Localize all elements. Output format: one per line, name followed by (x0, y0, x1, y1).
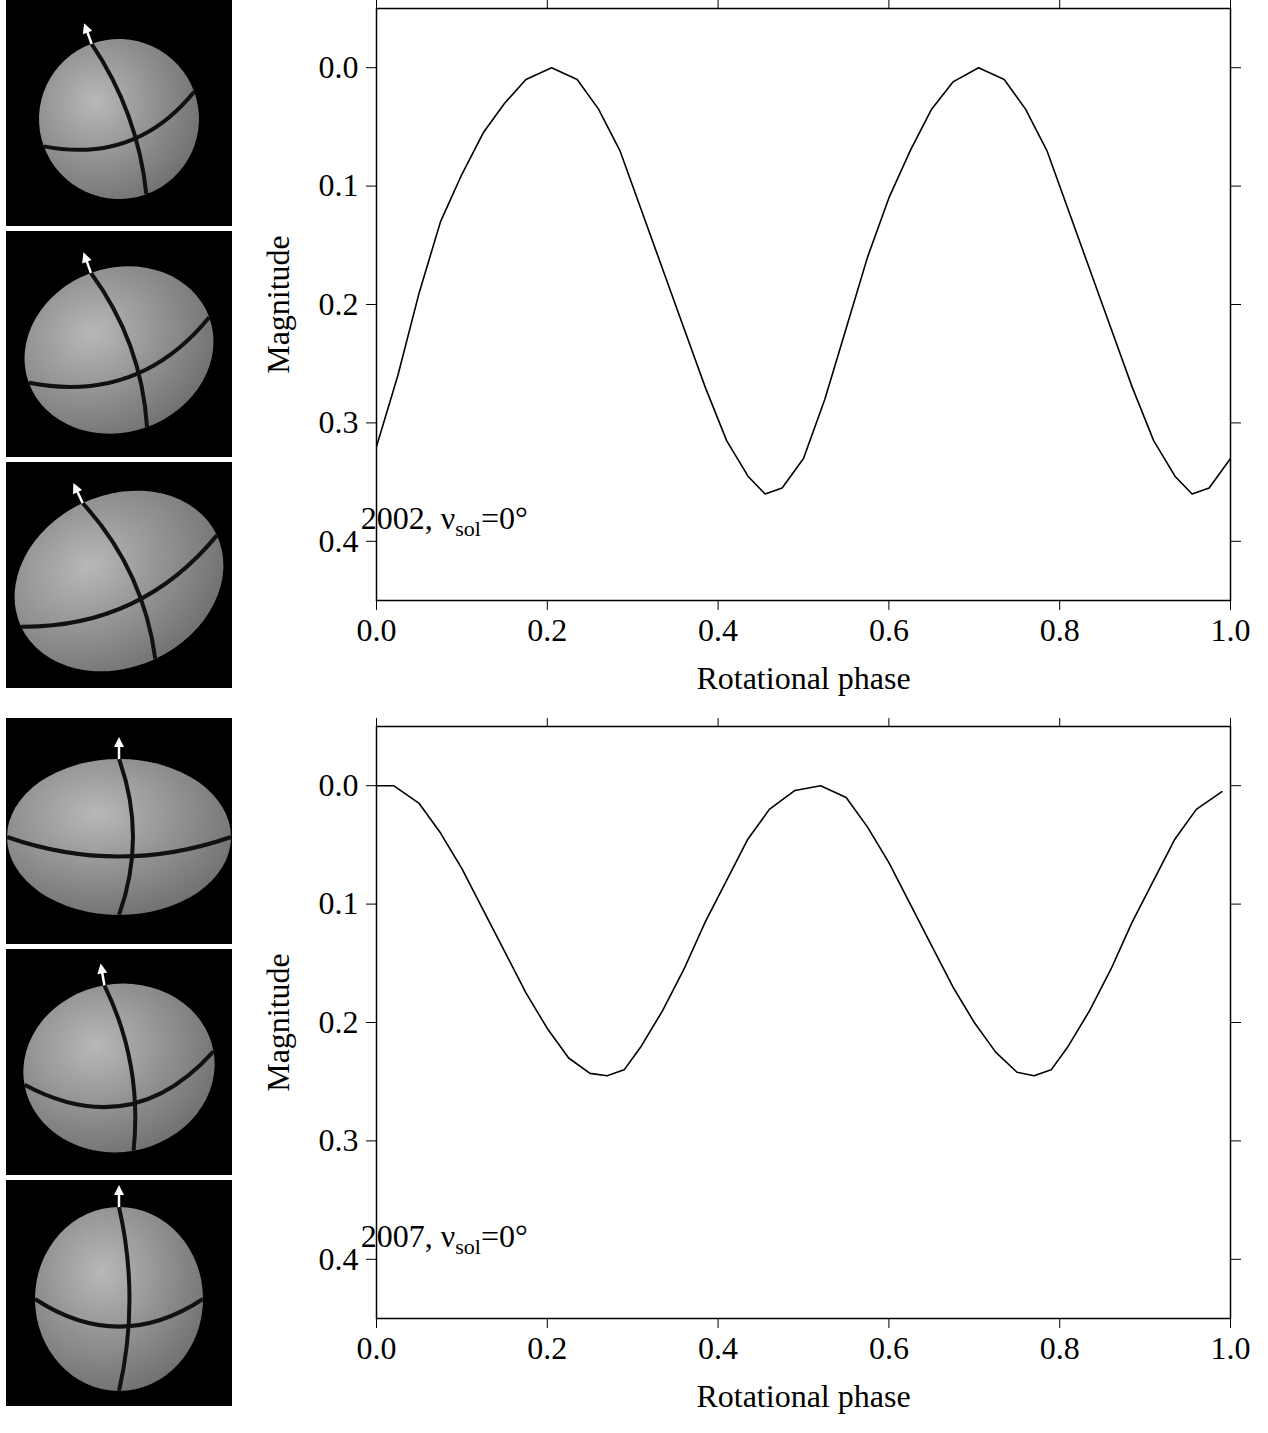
svg-text:0.1: 0.1 (319, 167, 359, 203)
svg-text:0.8: 0.8 (1040, 1330, 1080, 1366)
svg-text:0.6: 0.6 (869, 612, 909, 648)
svg-text:0.4: 0.4 (698, 1330, 738, 1366)
svg-text:0.4: 0.4 (698, 612, 738, 648)
svg-text:2007, νsol=0°: 2007, νsol=0° (361, 1218, 528, 1259)
svg-text:0.0: 0.0 (357, 1330, 397, 1366)
svg-text:0.6: 0.6 (869, 1330, 909, 1366)
svg-text:0.4: 0.4 (319, 1241, 359, 1277)
svg-text:0.1: 0.1 (319, 885, 359, 921)
svg-text:0.3: 0.3 (319, 1122, 359, 1158)
svg-text:0.0: 0.0 (319, 767, 359, 803)
svg-text:2002, νsol=0°: 2002, νsol=0° (361, 500, 528, 541)
svg-text:Rotational phase: Rotational phase (696, 660, 910, 696)
svg-text:0.0: 0.0 (319, 49, 359, 85)
svg-text:0.2: 0.2 (527, 1330, 567, 1366)
svg-text:0.3: 0.3 (319, 404, 359, 440)
svg-text:0.8: 0.8 (1040, 612, 1080, 648)
svg-text:1.0: 1.0 (1211, 612, 1251, 648)
svg-text:0.2: 0.2 (319, 286, 359, 322)
svg-text:Rotational phase: Rotational phase (696, 1378, 910, 1414)
svg-text:1.0: 1.0 (1211, 1330, 1251, 1366)
svg-text:0.2: 0.2 (319, 1004, 359, 1040)
svg-text:0.4: 0.4 (319, 523, 359, 559)
svg-text:0.0: 0.0 (357, 612, 397, 648)
svg-text:Magnitude: Magnitude (260, 953, 296, 1092)
svg-text:Magnitude: Magnitude (260, 235, 296, 374)
svg-text:0.2: 0.2 (527, 612, 567, 648)
